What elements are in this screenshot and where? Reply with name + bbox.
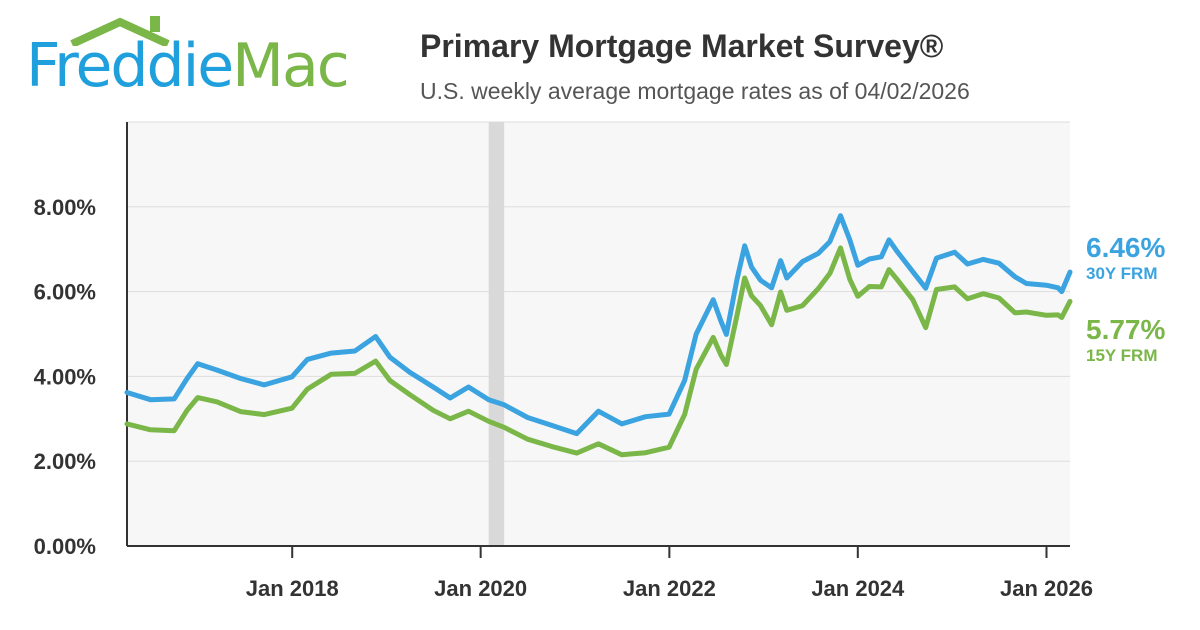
end-value-30y: 6.46% (1086, 232, 1166, 263)
logo-word-freddie: Freddie (26, 31, 234, 101)
y-tick-label: 4.00% (34, 364, 96, 389)
house-roof-icon (70, 16, 170, 46)
chart-title: Primary Mortgage Market Survey® (420, 28, 944, 64)
highlight-band (488, 122, 505, 546)
x-tick-label: Jan 2018 (246, 576, 339, 601)
y-tick-label: 0.00% (34, 534, 96, 559)
x-tick-label: Jan 2022 (623, 576, 716, 601)
x-tick-label: Jan 2020 (434, 576, 527, 601)
end-name-30y: 30Y FRM (1086, 264, 1158, 283)
series-line-15y (124, 245, 1073, 458)
x-tick-label: Jan 2026 (1000, 576, 1093, 601)
end-label-15y: 5.77% 15Y FRM (1086, 314, 1165, 366)
end-label-30y: 6.46% 30Y FRM (1086, 232, 1165, 284)
end-name-15y: 15Y FRM (1086, 346, 1158, 365)
y-tick-label: 6.00% (34, 280, 96, 305)
y-tick-label: 2.00% (34, 449, 96, 474)
plot-area (127, 122, 1070, 546)
chart-subtitle: U.S. weekly average mortgage rates as of… (420, 78, 970, 104)
logo-wordmark: FreddieMac (26, 36, 350, 96)
freddie-mac-logo: FreddieMac (26, 16, 386, 106)
end-value-15y: 5.77% (1086, 314, 1166, 345)
series-line-30y (124, 213, 1073, 437)
x-tick-label: Jan 2024 (811, 576, 905, 601)
y-tick-label: 8.00% (34, 195, 96, 220)
logo-word-mac: Mac (232, 31, 350, 101)
